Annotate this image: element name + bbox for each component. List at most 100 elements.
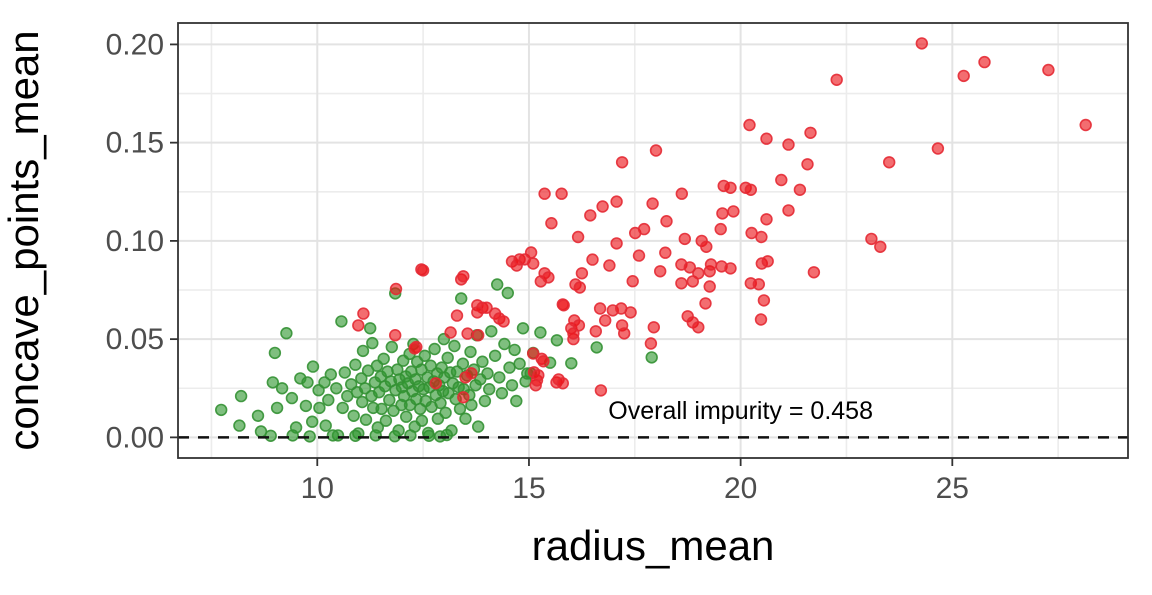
point-red [801, 158, 814, 171]
y-tick-label: 0.05 [106, 323, 164, 356]
point-green [508, 343, 521, 357]
point-green [478, 394, 492, 408]
point-red [589, 325, 602, 338]
impurity-annotation: Overall impurity = 0.458 [608, 397, 873, 425]
point-red [408, 342, 421, 355]
point-red [760, 213, 773, 226]
point-green [313, 401, 326, 415]
point-red [675, 277, 688, 290]
point-red [793, 183, 807, 197]
point-green [319, 419, 332, 432]
point-red [352, 319, 365, 332]
point-red [575, 267, 589, 280]
point-green [285, 391, 299, 405]
point-green [358, 382, 372, 395]
point-red [545, 217, 558, 230]
point-red [830, 73, 843, 87]
point-red [472, 329, 485, 342]
point-red [457, 391, 470, 404]
point-green [356, 344, 370, 358]
point-green [326, 429, 340, 442]
point-green [441, 351, 454, 364]
point-red [480, 301, 493, 314]
point-green [491, 278, 504, 291]
point-red [497, 315, 510, 328]
point-green [550, 334, 564, 347]
point-green [472, 420, 485, 433]
point-red [586, 253, 599, 266]
point-red [644, 337, 658, 350]
point-green [505, 379, 519, 392]
point-red [647, 321, 660, 334]
point-green [356, 395, 369, 409]
point-green [516, 322, 530, 335]
point-green [483, 383, 496, 396]
point-red [465, 367, 478, 380]
point-green [645, 351, 658, 364]
point-red [659, 246, 672, 259]
point-red [724, 181, 737, 195]
point-red [775, 173, 788, 187]
point-red [524, 246, 538, 259]
point-green [510, 394, 523, 408]
point-red [724, 262, 737, 275]
point-red [754, 313, 768, 326]
point-red [603, 259, 616, 272]
point-green [455, 292, 468, 305]
x-tick-label: 15 [512, 472, 545, 505]
point-green [375, 402, 388, 416]
point-red [931, 142, 945, 155]
point-green [590, 341, 603, 354]
point-red [461, 327, 474, 340]
point-red [444, 326, 457, 339]
point-red [660, 215, 673, 228]
point-red [389, 329, 402, 342]
point-green [498, 337, 511, 351]
point-red [646, 197, 659, 210]
point-green [383, 393, 396, 407]
point-green [485, 325, 498, 338]
point-red [557, 299, 570, 312]
point-red [782, 138, 795, 151]
point-red [532, 369, 545, 382]
point-green [422, 429, 436, 442]
point-green [501, 286, 514, 300]
point-green [280, 327, 293, 340]
point-red [596, 200, 609, 213]
point-red [389, 282, 403, 296]
point-green [400, 410, 413, 423]
point-green [306, 415, 319, 428]
point-green [493, 371, 506, 384]
point-red [678, 232, 691, 246]
axis-tick-labels: 10 15 20 25 0.00 0.05 0.10 0.15 0.20 [106, 28, 969, 505]
point-green [513, 357, 526, 370]
point-green [349, 358, 362, 371]
point-red [716, 207, 729, 220]
point-red [761, 255, 774, 268]
point-green [476, 355, 489, 368]
point-green [251, 409, 265, 422]
point-red [593, 302, 607, 315]
point-green [404, 429, 417, 442]
point-red [357, 307, 370, 320]
point-green [270, 401, 284, 415]
point-green [215, 403, 228, 417]
x-tick-label: 20 [724, 472, 757, 505]
point-red [526, 257, 540, 270]
point-red [683, 261, 696, 274]
point-red [571, 230, 585, 244]
point-green [369, 429, 382, 442]
point-red [598, 314, 612, 327]
y-tick-label: 0.10 [106, 225, 164, 258]
y-tick-label: 0.15 [106, 127, 164, 160]
point-red [692, 267, 705, 280]
point-red [624, 306, 637, 319]
point-green [534, 326, 547, 339]
point-green [364, 322, 377, 335]
point-green [233, 419, 246, 432]
point-red [556, 377, 569, 390]
point-red [804, 126, 817, 140]
point-red [978, 55, 991, 69]
point-red [700, 240, 713, 254]
point-green [418, 349, 431, 362]
